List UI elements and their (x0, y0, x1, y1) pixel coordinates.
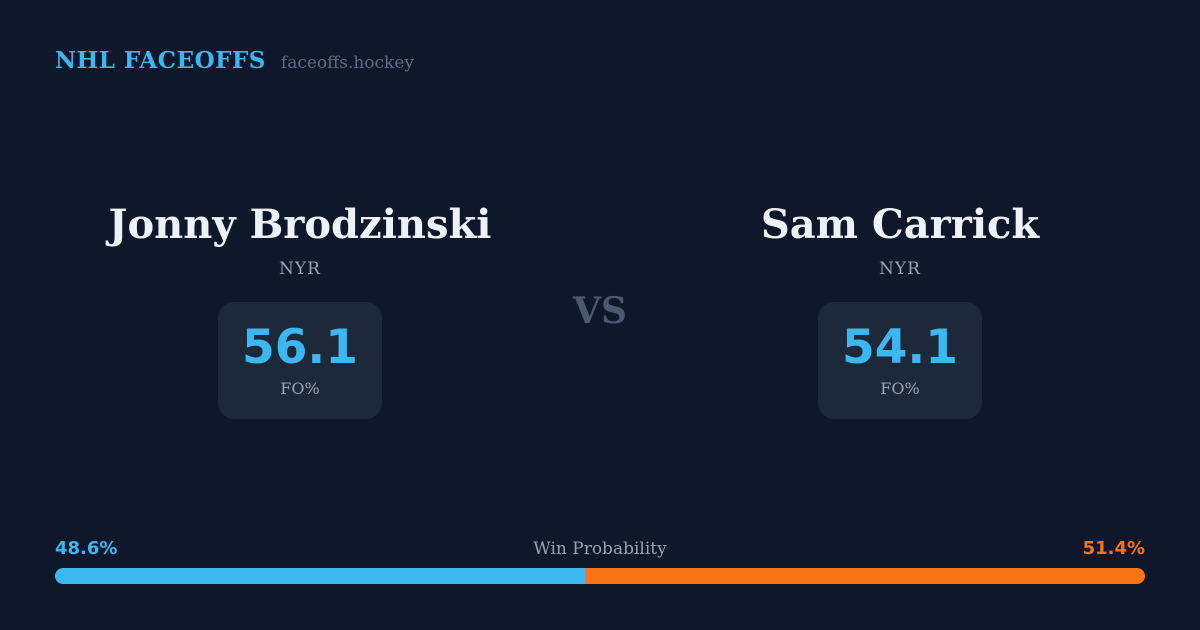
player-left-stat-label: FO% (280, 379, 320, 398)
win-probability-bar-right (584, 568, 1145, 584)
header: NHL FACEOFFS faceoffs.hockey (55, 47, 414, 74)
win-probability-left-pct: 48.6% (55, 538, 118, 559)
player-right-stat-card: 54.1 FO% (818, 302, 982, 419)
win-probability-labels: 48.6% Win Probability 51.4% (55, 540, 1145, 558)
brand-title: NHL FACEOFFS (55, 47, 266, 74)
player-right-stat-value: 54.1 (842, 320, 958, 375)
player-right-team: NYR (879, 259, 921, 279)
player-left-name: Jonny Brodzinski (108, 201, 492, 248)
vs-label: VS (573, 290, 627, 332)
player-left: Jonny Brodzinski NYR 56.1 FO% (0, 205, 600, 419)
site-url: faceoffs.hockey (280, 53, 415, 73)
matchup-section: Jonny Brodzinski NYR 56.1 FO% VS Sam Car… (0, 205, 1200, 435)
win-probability-right-pct: 51.4% (1082, 538, 1146, 559)
player-right: Sam Carrick NYR 54.1 FO% (600, 205, 1200, 419)
win-probability-bar-left (55, 568, 585, 584)
player-left-stat-value: 56.1 (242, 320, 358, 375)
win-probability-bar (55, 568, 1145, 584)
player-left-stat-card: 56.1 FO% (218, 302, 382, 419)
win-probability-title: Win Probability (533, 539, 667, 559)
win-probability-section: 48.6% Win Probability 51.4% (55, 540, 1145, 584)
player-right-name: Sam Carrick (760, 201, 1040, 248)
player-left-team: NYR (279, 259, 321, 279)
player-right-stat-label: FO% (880, 379, 920, 398)
